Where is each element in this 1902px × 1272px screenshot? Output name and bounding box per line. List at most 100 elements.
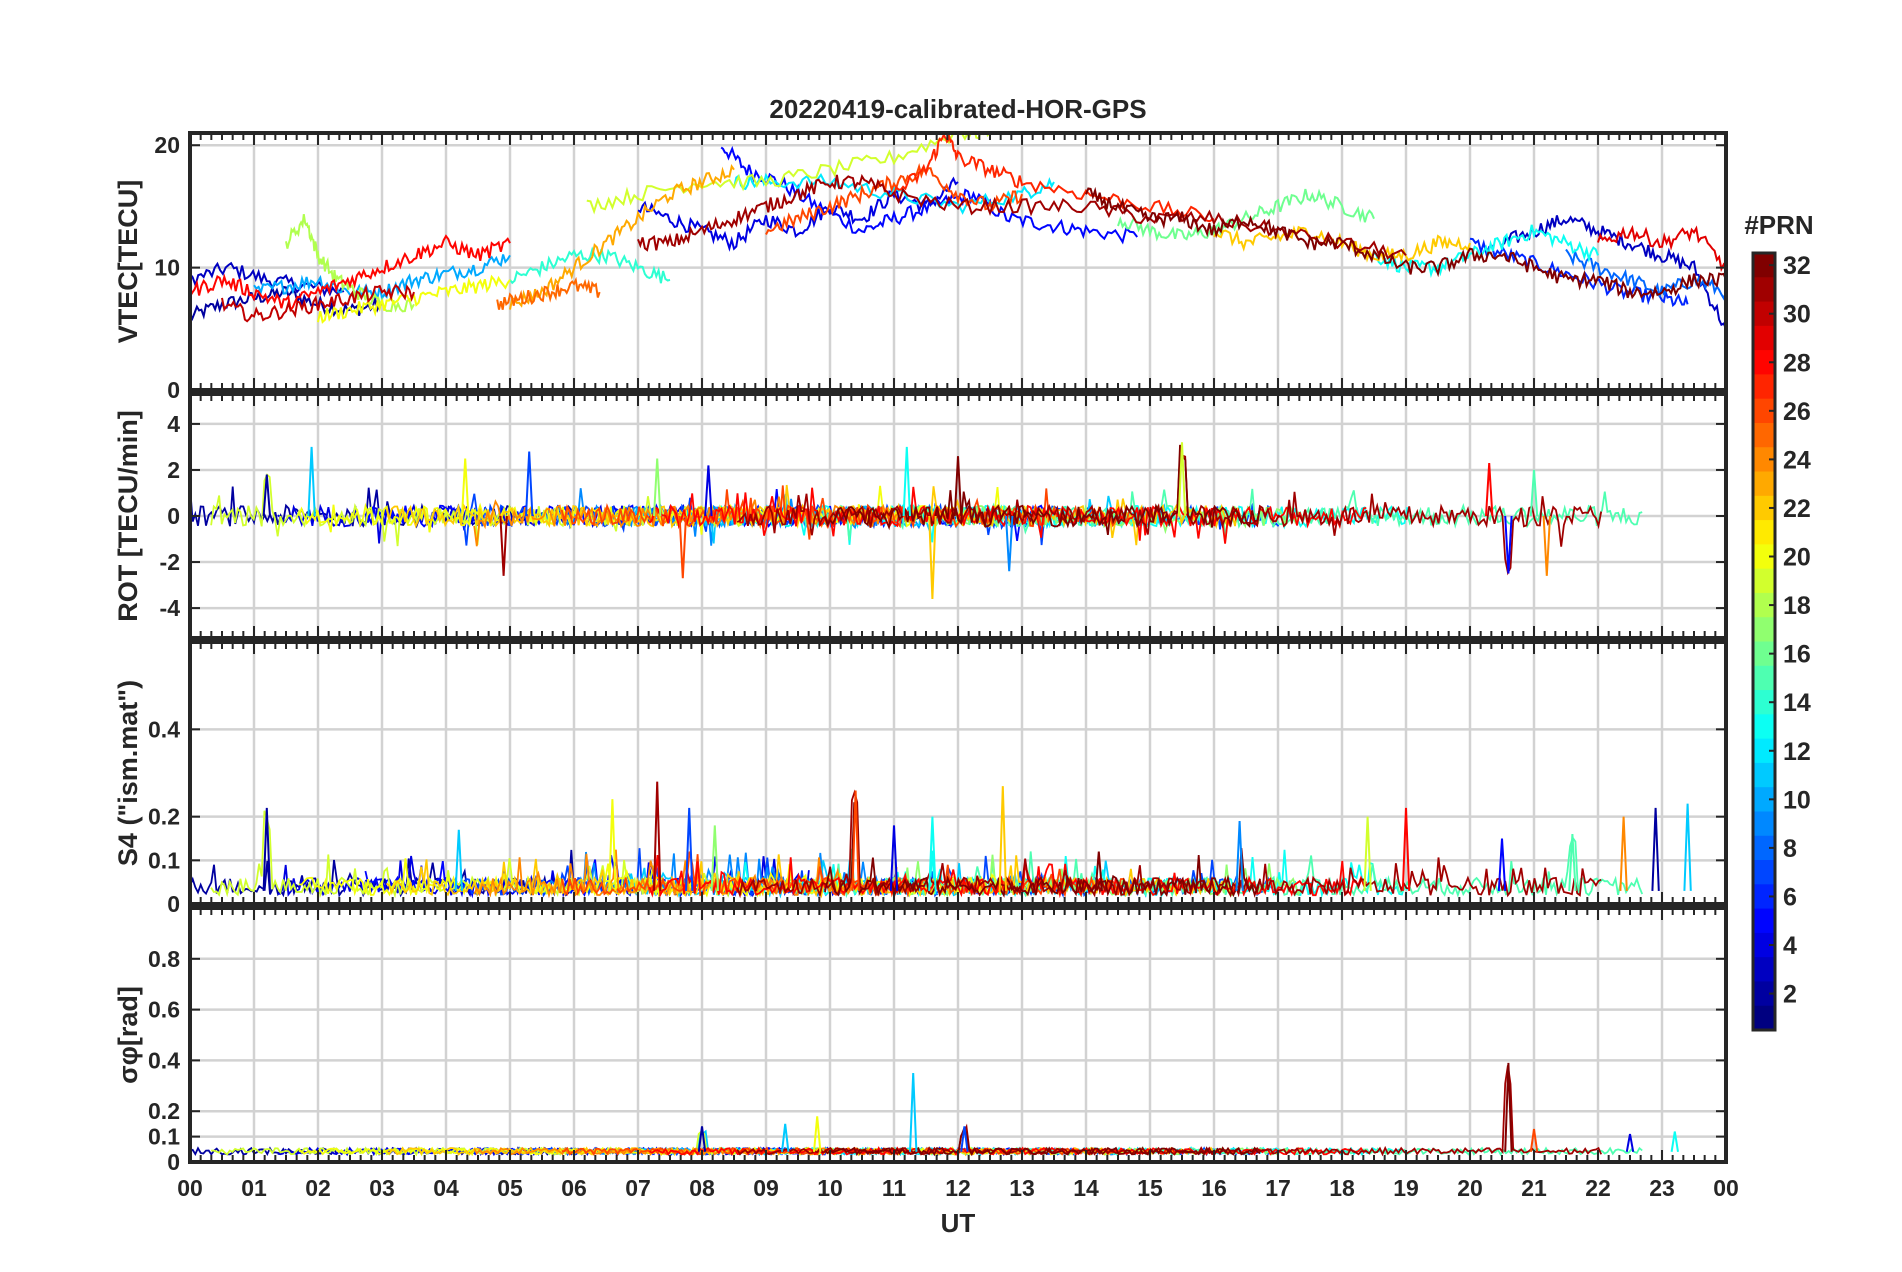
y-tick-label: 0.2 xyxy=(148,1098,180,1124)
series-line-prn-5 xyxy=(720,145,1138,245)
colorbar-tick-label: 26 xyxy=(1783,398,1811,426)
colorbar-swatch xyxy=(1753,398,1775,424)
x-tick-label: 17 xyxy=(1265,1175,1291,1201)
series-line-prn-14 xyxy=(509,246,671,285)
x-tick-label: 14 xyxy=(1073,1175,1099,1201)
x-tick-label: 07 xyxy=(625,1175,651,1201)
y-tick-label: -2 xyxy=(160,549,180,575)
spike-mark xyxy=(1504,515,1513,574)
colorbar-swatch xyxy=(1753,762,1775,788)
y-tick-label: 2 xyxy=(167,457,180,483)
spike-mark xyxy=(960,1126,969,1152)
x-tick-label: 00 xyxy=(177,1175,203,1201)
spike-mark xyxy=(461,458,470,517)
series-line-prn-31 xyxy=(736,789,1602,899)
colorbar-swatch xyxy=(1753,325,1775,351)
colorbar-tick-label: 14 xyxy=(1783,689,1811,717)
x-axis-label: UT xyxy=(941,1208,976,1238)
x-tick-label: 23 xyxy=(1649,1175,1675,1201)
spike-mark xyxy=(608,799,617,891)
series-line-prn-30 xyxy=(221,284,415,323)
y-tick-label: 10 xyxy=(154,255,180,281)
spike-mark xyxy=(653,781,662,891)
y-tick-label: 0 xyxy=(167,1149,180,1175)
spike-mark xyxy=(1177,442,1187,517)
series-group xyxy=(190,1062,1679,1157)
spike-mark xyxy=(851,790,860,891)
x-tick-label: 08 xyxy=(689,1175,715,1201)
spike-mark xyxy=(909,1073,918,1152)
colorbar-swatch xyxy=(1753,884,1775,910)
colorbar-swatch xyxy=(1753,641,1775,667)
spike-mark xyxy=(902,446,911,517)
y-axis-label: ROT [TECU/min] xyxy=(113,410,143,621)
y-tick-label: 0.2 xyxy=(148,804,180,830)
spike-mark xyxy=(1485,463,1494,517)
x-tick-label: 19 xyxy=(1393,1175,1419,1201)
colorbar-swatch xyxy=(1753,908,1775,934)
series-group xyxy=(190,442,1643,599)
spike-mark xyxy=(928,816,937,891)
colorbar-tick-label: 2 xyxy=(1783,981,1797,1009)
spike-mark xyxy=(1625,1133,1635,1152)
colorbar-tick-label: 20 xyxy=(1783,544,1811,572)
spike-mark xyxy=(953,456,963,517)
spike-mark xyxy=(697,1126,707,1152)
colorbar-tick-label: 30 xyxy=(1783,301,1811,329)
spike-mark xyxy=(1683,803,1692,891)
x-tick-label: 21 xyxy=(1521,1175,1547,1201)
colorbar-swatch xyxy=(1753,1005,1775,1031)
spike-mark xyxy=(1619,816,1628,891)
series-line-prn-20 xyxy=(317,274,511,324)
colorbar-tick-label: 4 xyxy=(1783,932,1797,960)
spike-mark xyxy=(262,807,271,891)
series-line-prn-22 xyxy=(385,484,1239,546)
series-line-prn-16 xyxy=(1117,188,1375,242)
y-tick-label: 0.1 xyxy=(148,847,180,873)
spike-mark xyxy=(1497,838,1507,891)
series-line-prn-13 xyxy=(1373,224,1599,278)
colorbar-swatch xyxy=(1753,277,1775,303)
x-tick-label: 03 xyxy=(369,1175,395,1201)
colorbar-tick-label: 16 xyxy=(1783,641,1811,669)
x-tick-label: 18 xyxy=(1329,1175,1355,1201)
colorbar-swatch xyxy=(1753,544,1775,570)
spike-mark xyxy=(781,1123,790,1152)
y-tick-label: 0.6 xyxy=(148,997,180,1023)
colorbar-swatch xyxy=(1753,957,1775,983)
spike-mark xyxy=(525,451,534,517)
y-tick-label: 0.4 xyxy=(148,1047,180,1073)
y-tick-label: 4 xyxy=(167,411,180,437)
x-tick-label: 16 xyxy=(1201,1175,1227,1201)
series-line-prn-2 xyxy=(190,284,383,321)
colorbar-swatch xyxy=(1753,374,1775,400)
colorbar-swatch xyxy=(1753,787,1775,813)
colorbar-swatch xyxy=(1753,350,1775,376)
series-line-prn-28 xyxy=(190,234,511,313)
spike-mark xyxy=(928,515,937,599)
x-tick-label: 22 xyxy=(1585,1175,1611,1201)
spike-mark xyxy=(1542,515,1551,576)
y-tick-label: -4 xyxy=(160,595,181,621)
spike-mark xyxy=(1504,1062,1513,1152)
spike-mark xyxy=(813,1116,822,1152)
y-axis-label: VTEC[TECU] xyxy=(113,180,143,344)
spike-mark xyxy=(710,825,719,891)
colorbar-swatch xyxy=(1753,665,1775,691)
spike-mark xyxy=(1568,834,1577,891)
colorbar-swatch xyxy=(1753,253,1775,278)
y-axis-label: σφ[rad] xyxy=(113,986,143,1084)
colorbar-tick-label: 6 xyxy=(1783,883,1797,911)
series-line-prn-32 xyxy=(824,444,1261,536)
x-tick-label: 10 xyxy=(817,1175,843,1201)
spike-mark xyxy=(454,829,463,891)
spike-mark xyxy=(1651,807,1660,891)
colorbar-label: #PRN xyxy=(1744,210,1813,240)
panel-rot: -4 -2 0 2 4 ROT [TECU/min] xyxy=(113,392,1728,640)
series-line-prn-27 xyxy=(893,133,1215,223)
spike-mark xyxy=(1401,807,1411,891)
x-tick-label: 20 xyxy=(1457,1175,1483,1201)
series-line-prn-4 xyxy=(637,176,959,252)
x-tick-label: 00 xyxy=(1713,1175,1739,1201)
